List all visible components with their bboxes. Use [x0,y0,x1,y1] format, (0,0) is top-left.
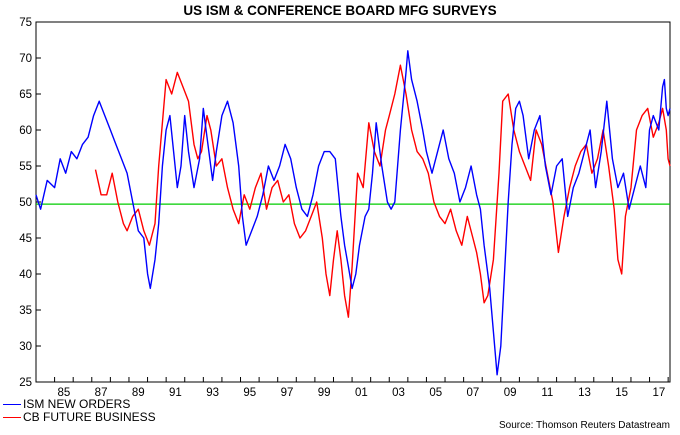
x-tick-label: 11 [541,387,553,399]
legend-label-ism: ISM NEW ORDERS [23,397,131,411]
x-tick-label: 95 [243,387,256,399]
legend-item-ism: ISM NEW ORDERS [3,398,156,411]
x-tick-label: 05 [429,387,442,399]
series-line-cb-future-business [94,64,671,318]
legend: ISM NEW ORDERS CB FUTURE BUSINESS [3,398,156,424]
x-tick-label: 85 [57,387,70,399]
legend-swatch-ism [3,404,21,405]
x-tick-label: 87 [95,387,108,399]
plot-frame [35,21,671,383]
series-line-ism-new-orders [35,50,671,376]
x-tick-label: 09 [504,387,517,399]
y-tick-label: 40 [19,269,32,281]
y-tick-label: 30 [19,341,32,353]
x-tick-label: 01 [355,387,368,399]
source-note: Source: Thomson Reuters Datastream [498,420,670,431]
x-tick-label: 97 [281,387,294,399]
x-tick-label: 03 [392,387,405,399]
y-tick-label: 60 [19,125,32,137]
x-tick-label: 17 [652,387,665,399]
x-tick-label: 15 [615,387,628,399]
x-tick-label: 07 [467,387,480,399]
x-tick-label: 13 [578,387,591,399]
y-tick-label: 45 [19,233,32,245]
y-tick-label: 35 [19,305,32,317]
x-tick-label: 91 [169,387,182,399]
y-tick-label: 55 [19,161,32,173]
legend-item-cb: CB FUTURE BUSINESS [3,411,156,424]
x-tick-label: 99 [318,387,331,399]
y-tick-label: 75 [19,17,32,29]
series-layer [35,50,671,376]
y-tick-label: 25 [19,377,32,389]
legend-swatch-cb [3,417,21,418]
x-tick-label: 93 [206,387,219,399]
y-tick-label: 50 [19,197,32,209]
legend-label-cb: CB FUTURE BUSINESS [23,410,156,424]
x-tick-label: 89 [132,387,145,399]
y-tick-label: 65 [19,89,32,101]
y-tick-label: 70 [19,53,32,65]
axes: 25 30 35 40 45 50 55 60 65 70 75 85 87 89 91 93 95 97 99 01… [19,17,671,399]
chart-title: US ISM & CONFERENCE BOARD MFG SURVEYS [183,3,497,18]
